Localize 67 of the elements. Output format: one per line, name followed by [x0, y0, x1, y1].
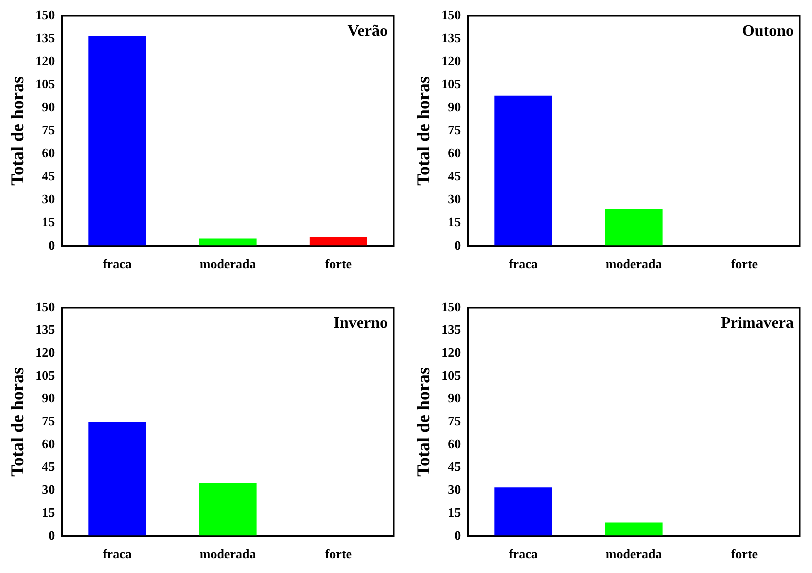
x-tick-label: fraca — [102, 546, 132, 562]
y-tick-label: 15 — [448, 214, 462, 230]
y-tick-label: 120 — [442, 53, 462, 68]
y-tick-label: 45 — [42, 459, 56, 474]
text: Primavera — [721, 315, 794, 332]
y-tick-label: 90 — [448, 100, 462, 115]
y-tick-label: 0 — [454, 528, 462, 543]
y-tick-label: 135 — [36, 30, 56, 46]
y-tick-label: 105 — [442, 368, 462, 383]
y-tick-label: 135 — [442, 30, 462, 46]
y-tick-label: 15 — [42, 214, 56, 230]
y-tick-label: 75 — [448, 414, 462, 429]
y-tick-label: 90 — [42, 390, 56, 406]
y-tick-label: 15 — [448, 504, 462, 520]
y-tick-label: 45 — [448, 168, 462, 184]
y-tick-label: 150 — [36, 299, 56, 314]
y-tick-label: 60 — [42, 146, 56, 161]
y-tick-label: 120 — [442, 345, 462, 360]
y-axis-title: Total de horas — [7, 76, 28, 186]
y-tick-label: 0 — [48, 238, 56, 253]
bar — [310, 237, 368, 246]
text: Outono — [742, 23, 794, 40]
text: Verão — [348, 23, 388, 40]
x-tick-label: forte — [325, 256, 352, 272]
x-tick-label: fraca — [102, 256, 132, 272]
x-tick-label: moderada — [200, 546, 257, 562]
y-tick-label: 60 — [448, 146, 462, 161]
x-tick-label: forte — [731, 546, 758, 562]
bar — [199, 238, 257, 246]
text: Inverno — [334, 315, 388, 332]
x-tick-label: fraca — [508, 256, 538, 272]
x-tick-label: forte — [731, 256, 758, 272]
y-axis-title: Total de horas — [413, 368, 434, 477]
y-tick-label: 60 — [448, 436, 462, 452]
y-tick-label: 135 — [442, 322, 462, 338]
y-tick-label: 0 — [454, 238, 462, 253]
y-tick-label: 30 — [448, 482, 462, 498]
y-tick-label: 45 — [448, 459, 462, 474]
y-tick-label: 75 — [42, 414, 56, 429]
y-tick-label: 45 — [42, 168, 56, 184]
y-tick-label: 75 — [42, 122, 56, 138]
y-tick-label: 90 — [42, 100, 56, 115]
x-tick-label: moderada — [606, 546, 663, 562]
y-tick-label: 60 — [42, 436, 56, 452]
y-tick-label: 75 — [448, 122, 462, 138]
y-axis-title: Total de horas — [413, 76, 434, 186]
y-tick-label: 30 — [42, 482, 56, 498]
y-tick-label: 150 — [442, 299, 462, 314]
y-tick-label: 30 — [448, 192, 462, 207]
y-tick-label: 120 — [36, 345, 56, 360]
y-tick-label: 150 — [36, 7, 56, 22]
x-tick-label: fraca — [508, 546, 538, 562]
x-tick-label: moderada — [200, 256, 257, 272]
y-tick-label: 105 — [36, 76, 56, 92]
y-tick-label: 105 — [36, 368, 56, 383]
y-tick-label: 0 — [48, 528, 56, 543]
y-tick-label: 30 — [42, 192, 56, 207]
x-tick-label: forte — [325, 546, 352, 562]
y-tick-label: 105 — [442, 76, 462, 92]
y-tick-label: 150 — [442, 7, 462, 22]
y-tick-label: 135 — [36, 322, 56, 338]
bar — [88, 36, 146, 246]
y-tick-label: 90 — [448, 390, 462, 406]
y-tick-label: 120 — [36, 53, 56, 68]
y-axis-title: Total de horas — [7, 368, 28, 477]
y-tick-label: 15 — [42, 504, 56, 520]
x-tick-label: moderada — [606, 256, 663, 272]
